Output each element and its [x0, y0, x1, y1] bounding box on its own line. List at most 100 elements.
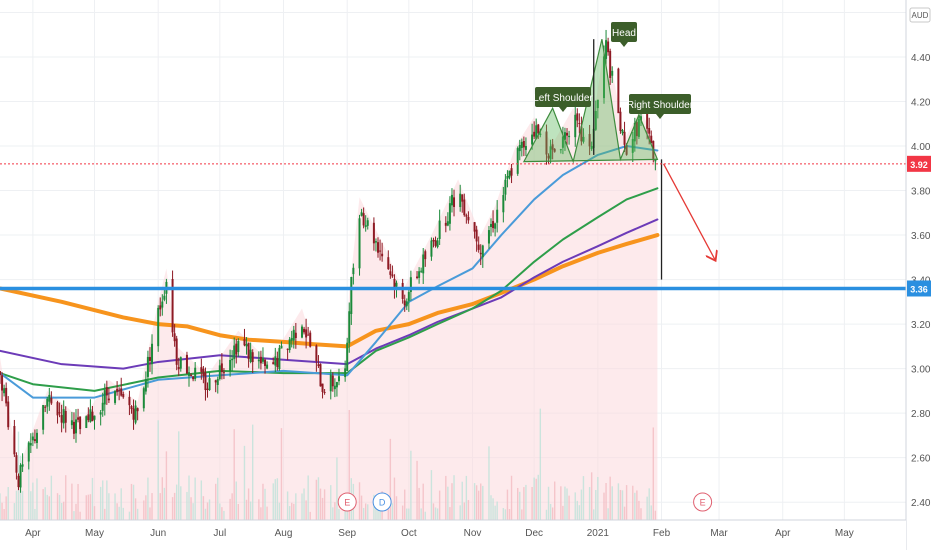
volume-bar [102, 480, 104, 520]
volume-bar [436, 508, 439, 520]
volume-bar [260, 507, 262, 520]
volume-bar [422, 483, 424, 520]
volume-bar [165, 451, 168, 520]
candle-body [21, 464, 24, 467]
candle-body [42, 405, 45, 430]
candle-body [231, 358, 234, 361]
candle-body [619, 111, 622, 131]
candle-body [533, 131, 536, 137]
volume-bar [75, 503, 77, 520]
candle-body [563, 132, 566, 140]
candle-body [136, 408, 139, 412]
volume-bar [531, 486, 533, 520]
candle-body [72, 421, 75, 434]
left-shoulder-label-pointer [559, 107, 567, 112]
volume-bar [85, 495, 87, 520]
volume-bar [574, 492, 576, 520]
candle-body [372, 222, 375, 244]
volume-bar [157, 420, 159, 520]
volume-bar [192, 503, 194, 520]
volume-bar [134, 498, 137, 520]
currency-label: AUD [912, 11, 929, 20]
candle-body [99, 412, 102, 415]
volume-bar [590, 472, 593, 520]
volume-bar [56, 493, 59, 520]
volume-bar [488, 446, 490, 520]
right-shoulder-label-box [629, 94, 691, 114]
candle-body [274, 356, 277, 366]
candle-body [611, 70, 614, 76]
candle-body [416, 276, 419, 279]
volume-bar [595, 489, 597, 520]
candle-body [261, 358, 264, 362]
volume-bar [65, 475, 67, 520]
candle-body [461, 194, 464, 202]
candle-body [590, 146, 593, 150]
candle-body [374, 241, 377, 243]
volume-bar [13, 503, 16, 520]
candle-body [596, 99, 599, 109]
volume-bar [175, 484, 178, 520]
candle-body [539, 133, 542, 136]
volume-bar [173, 492, 176, 520]
candle-body [206, 388, 209, 390]
candle-body [520, 141, 523, 149]
candle-body [446, 221, 449, 226]
volume-bar [508, 509, 511, 520]
candle-body [582, 136, 585, 142]
volume-bar [654, 510, 657, 520]
volume-bar [473, 483, 476, 520]
candle-body [331, 375, 334, 387]
candle-body [294, 332, 297, 339]
candle-body [605, 40, 608, 59]
volume-bar [625, 485, 628, 520]
volume-bar [367, 504, 369, 520]
volume-bar [551, 507, 554, 520]
volume-bar [258, 499, 260, 520]
head-label: Head [612, 28, 636, 39]
candle-body [218, 365, 221, 380]
candle-body [251, 352, 254, 363]
candle-body [292, 329, 295, 341]
volume-bar [307, 475, 309, 520]
left-shoulder-label-box [535, 87, 591, 107]
volume-bar [221, 507, 223, 520]
x-tick-label: Apr [25, 528, 41, 539]
volume-bar [539, 408, 542, 520]
volume-bar [418, 487, 420, 520]
volume-bar [502, 508, 505, 520]
volume-bar [118, 506, 120, 520]
candle-body [220, 363, 223, 373]
volume-bar [73, 511, 75, 520]
candle-body [492, 221, 495, 229]
volume-bar [79, 511, 81, 520]
candle-body [29, 443, 32, 446]
x-tick-label: Feb [653, 528, 671, 539]
volume-bar [393, 477, 396, 520]
volume-bar [432, 503, 435, 520]
candle-body [144, 378, 147, 392]
candle-body [566, 132, 569, 136]
volume-bar [223, 510, 225, 520]
volume-bar [215, 483, 217, 520]
candle-body [303, 328, 306, 333]
y-tick-label: 3.20 [911, 320, 931, 331]
candle-body [272, 362, 275, 365]
volume-bar [120, 488, 122, 520]
candle-body [237, 340, 240, 352]
volume-bar [401, 505, 404, 520]
candle-body [146, 356, 149, 377]
candle-body [280, 345, 283, 349]
volume-bar [619, 489, 622, 520]
volume-bar [334, 502, 336, 520]
candle-body [235, 343, 238, 355]
volume-bar [208, 499, 211, 520]
volume-bar [286, 491, 289, 520]
candle-body [395, 282, 398, 287]
volume-bar [262, 483, 264, 520]
volume-bar [130, 483, 133, 520]
volume-bar [272, 483, 274, 520]
candle-body [323, 392, 326, 394]
volume-bar [251, 424, 254, 520]
